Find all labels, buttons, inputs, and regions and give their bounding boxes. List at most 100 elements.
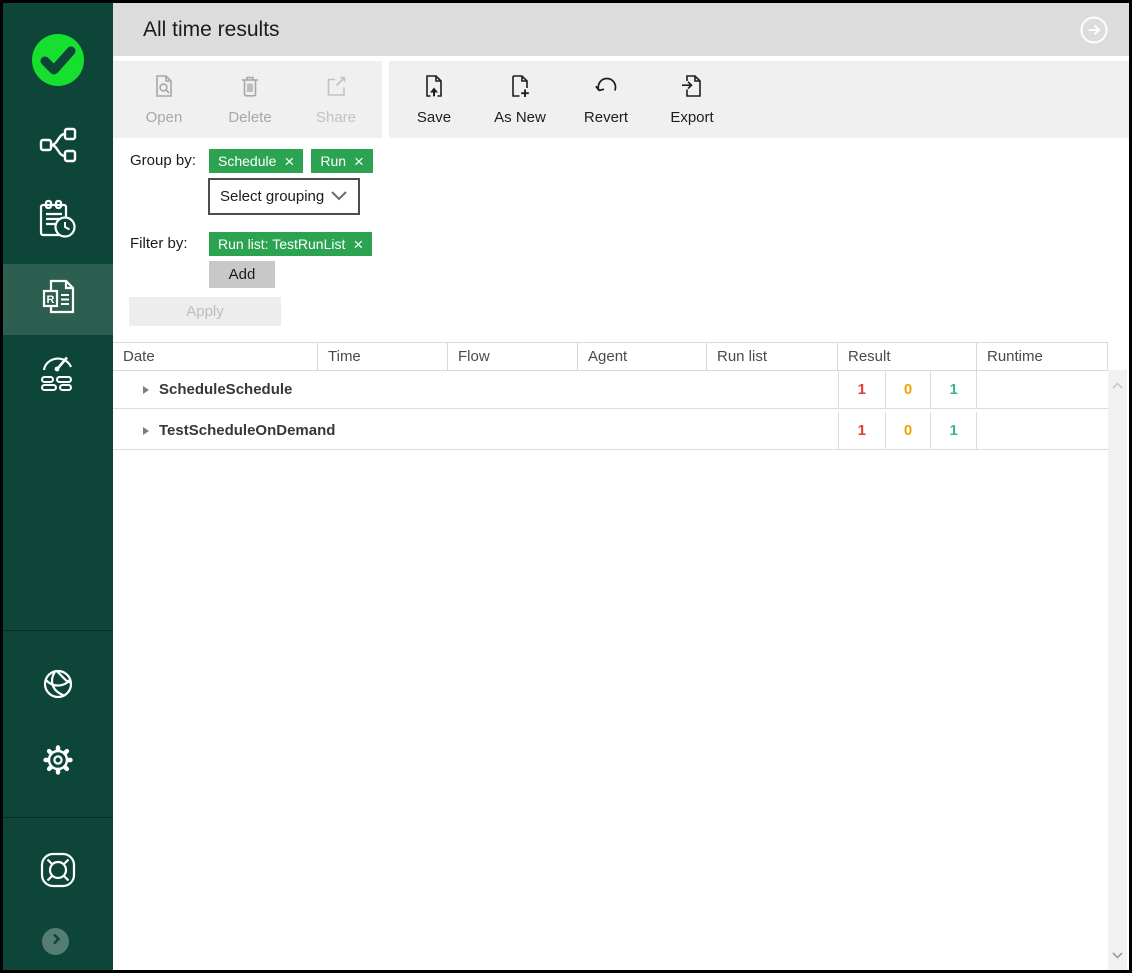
- save-as-new-button-label: As New: [494, 109, 546, 126]
- failed-count: 1: [857, 422, 866, 439]
- row-group-label: ScheduleSchedule: [159, 381, 293, 398]
- vertical-scrollbar[interactable]: [1108, 370, 1127, 970]
- delete-trash-icon: [237, 73, 263, 104]
- app-logo[interactable]: [31, 33, 85, 87]
- export-button-label: Export: [670, 109, 714, 126]
- toolbar-group-selection: Open Delete: [113, 61, 379, 138]
- svg-text:R: R: [47, 294, 55, 306]
- lifebuoy-icon: [35, 847, 81, 898]
- schedule-clock-icon: [35, 197, 81, 248]
- group-tag-schedule[interactable]: Schedule ×: [209, 149, 304, 173]
- passed-count: 1: [930, 371, 976, 408]
- expand-triangle-icon[interactable]: [143, 385, 149, 394]
- row-result-counts: 1 0 1: [838, 412, 977, 449]
- sidebar-item-schedules[interactable]: [3, 193, 113, 251]
- chevron-down-icon[interactable]: [1112, 946, 1123, 964]
- column-header-runlist[interactable]: Run list: [707, 343, 838, 370]
- remove-tag-icon[interactable]: ×: [284, 151, 295, 171]
- row-runtime: [977, 371, 1108, 408]
- table-row-scheduleschedule[interactable]: ScheduleSchedule 1 0 1: [113, 371, 1108, 409]
- save-button-label: Save: [416, 109, 452, 126]
- sidebar-divider: [3, 630, 113, 631]
- forward-nav-button[interactable]: [1080, 16, 1108, 44]
- sidebar-item-reports[interactable]: R: [3, 264, 113, 335]
- add-filter-button[interactable]: Add: [209, 261, 275, 288]
- results-table-header: Date Time Flow Agent Run list Result Run…: [113, 342, 1108, 371]
- chevron-up-icon[interactable]: [1112, 376, 1123, 394]
- grouping-dropdown-value: Select grouping: [220, 188, 325, 205]
- apply-button[interactable]: Apply: [129, 297, 281, 326]
- row-group-label: TestScheduleOnDemand: [159, 422, 336, 439]
- sidebar-item-flows[interactable]: [3, 118, 113, 176]
- group-tag-run-label: Run: [320, 153, 347, 169]
- column-header-agent[interactable]: Agent: [578, 343, 707, 370]
- expand-arrow-icon: [49, 932, 63, 951]
- globe-icon: [36, 662, 80, 711]
- row-group-name: TestScheduleOnDemand: [113, 412, 838, 449]
- row-result-counts: 1 0 1: [838, 371, 977, 408]
- delete-button[interactable]: Delete: [207, 61, 293, 138]
- column-header-result[interactable]: Result: [838, 343, 977, 370]
- inconclusive-count: 0: [884, 371, 931, 408]
- flowchart-icon: [36, 123, 80, 172]
- results-table: Date Time Flow Agent Run list Result Run…: [113, 342, 1108, 453]
- save-as-new-icon: [507, 73, 533, 104]
- sidebar-divider: [3, 817, 113, 818]
- toolbar-separator: [382, 61, 389, 138]
- export-icon: [679, 73, 705, 104]
- revert-button-label: Revert: [583, 109, 629, 126]
- sidebar-expand-button[interactable]: [42, 928, 69, 955]
- titlebar: All time results: [113, 3, 1129, 56]
- gear-icon: [36, 738, 80, 787]
- open-document-icon: [151, 73, 177, 104]
- sidebar-item-agents[interactable]: [3, 658, 113, 714]
- sidebar-item-help[interactable]: [3, 843, 113, 901]
- failed-count: 1: [857, 381, 866, 398]
- share-icon: [323, 73, 349, 104]
- passed-count: 1: [930, 412, 976, 449]
- remove-tag-icon[interactable]: ×: [354, 151, 364, 171]
- revert-icon: [593, 73, 619, 104]
- share-button[interactable]: Share: [293, 61, 379, 138]
- column-header-time[interactable]: Time: [318, 343, 448, 370]
- group-tag-run[interactable]: Run ×: [311, 149, 373, 173]
- group-by-label: Group by:: [130, 152, 196, 169]
- open-button-label: Open: [145, 109, 183, 126]
- group-tag-schedule-label: Schedule: [218, 153, 277, 169]
- main-area: All time results: [113, 3, 1129, 970]
- check-logo-icon: [31, 34, 85, 91]
- row-group-name: ScheduleSchedule: [113, 371, 838, 408]
- row-runtime: [977, 412, 1108, 449]
- filter-tag-runlist[interactable]: Run list: TestRunList ×: [209, 232, 373, 256]
- save-icon: [421, 73, 447, 104]
- column-header-date[interactable]: Date: [113, 343, 318, 370]
- group-by-tags: Schedule × Run ×: [209, 149, 373, 173]
- open-button[interactable]: Open: [121, 61, 207, 138]
- column-header-flow[interactable]: Flow: [448, 343, 578, 370]
- save-as-new-button[interactable]: As New: [477, 61, 563, 138]
- save-button[interactable]: Save: [391, 61, 477, 138]
- toolbar-group-file: Save As New: [391, 61, 735, 138]
- dashboard-gauge-icon: [35, 349, 81, 400]
- delete-button-label: Delete: [228, 109, 272, 126]
- page-title: All time results: [143, 18, 280, 41]
- chevron-down-icon: [330, 188, 348, 206]
- sidebar-item-dashboards[interactable]: [3, 345, 113, 403]
- export-button[interactable]: Export: [649, 61, 735, 138]
- report-icon: R: [35, 274, 81, 325]
- sidebar: R: [3, 3, 113, 970]
- circled-right-arrow-icon: [1080, 16, 1108, 48]
- grouping-dropdown[interactable]: Select grouping: [208, 178, 360, 215]
- toolbar: Open Delete: [113, 61, 1129, 138]
- filter-tags: Run list: TestRunList ×: [209, 232, 373, 256]
- expand-triangle-icon[interactable]: [143, 426, 149, 435]
- column-header-runtime[interactable]: Runtime: [977, 343, 1108, 370]
- table-row-testscheduleondemand[interactable]: TestScheduleOnDemand 1 0 1: [113, 412, 1108, 450]
- filter-by-label: Filter by:: [130, 235, 188, 252]
- share-button-label: Share: [315, 109, 357, 126]
- filter-tag-runlist-label: Run list: TestRunList: [218, 236, 346, 252]
- sidebar-item-settings[interactable]: [3, 733, 113, 791]
- remove-tag-icon[interactable]: ×: [353, 234, 364, 254]
- revert-button[interactable]: Revert: [563, 61, 649, 138]
